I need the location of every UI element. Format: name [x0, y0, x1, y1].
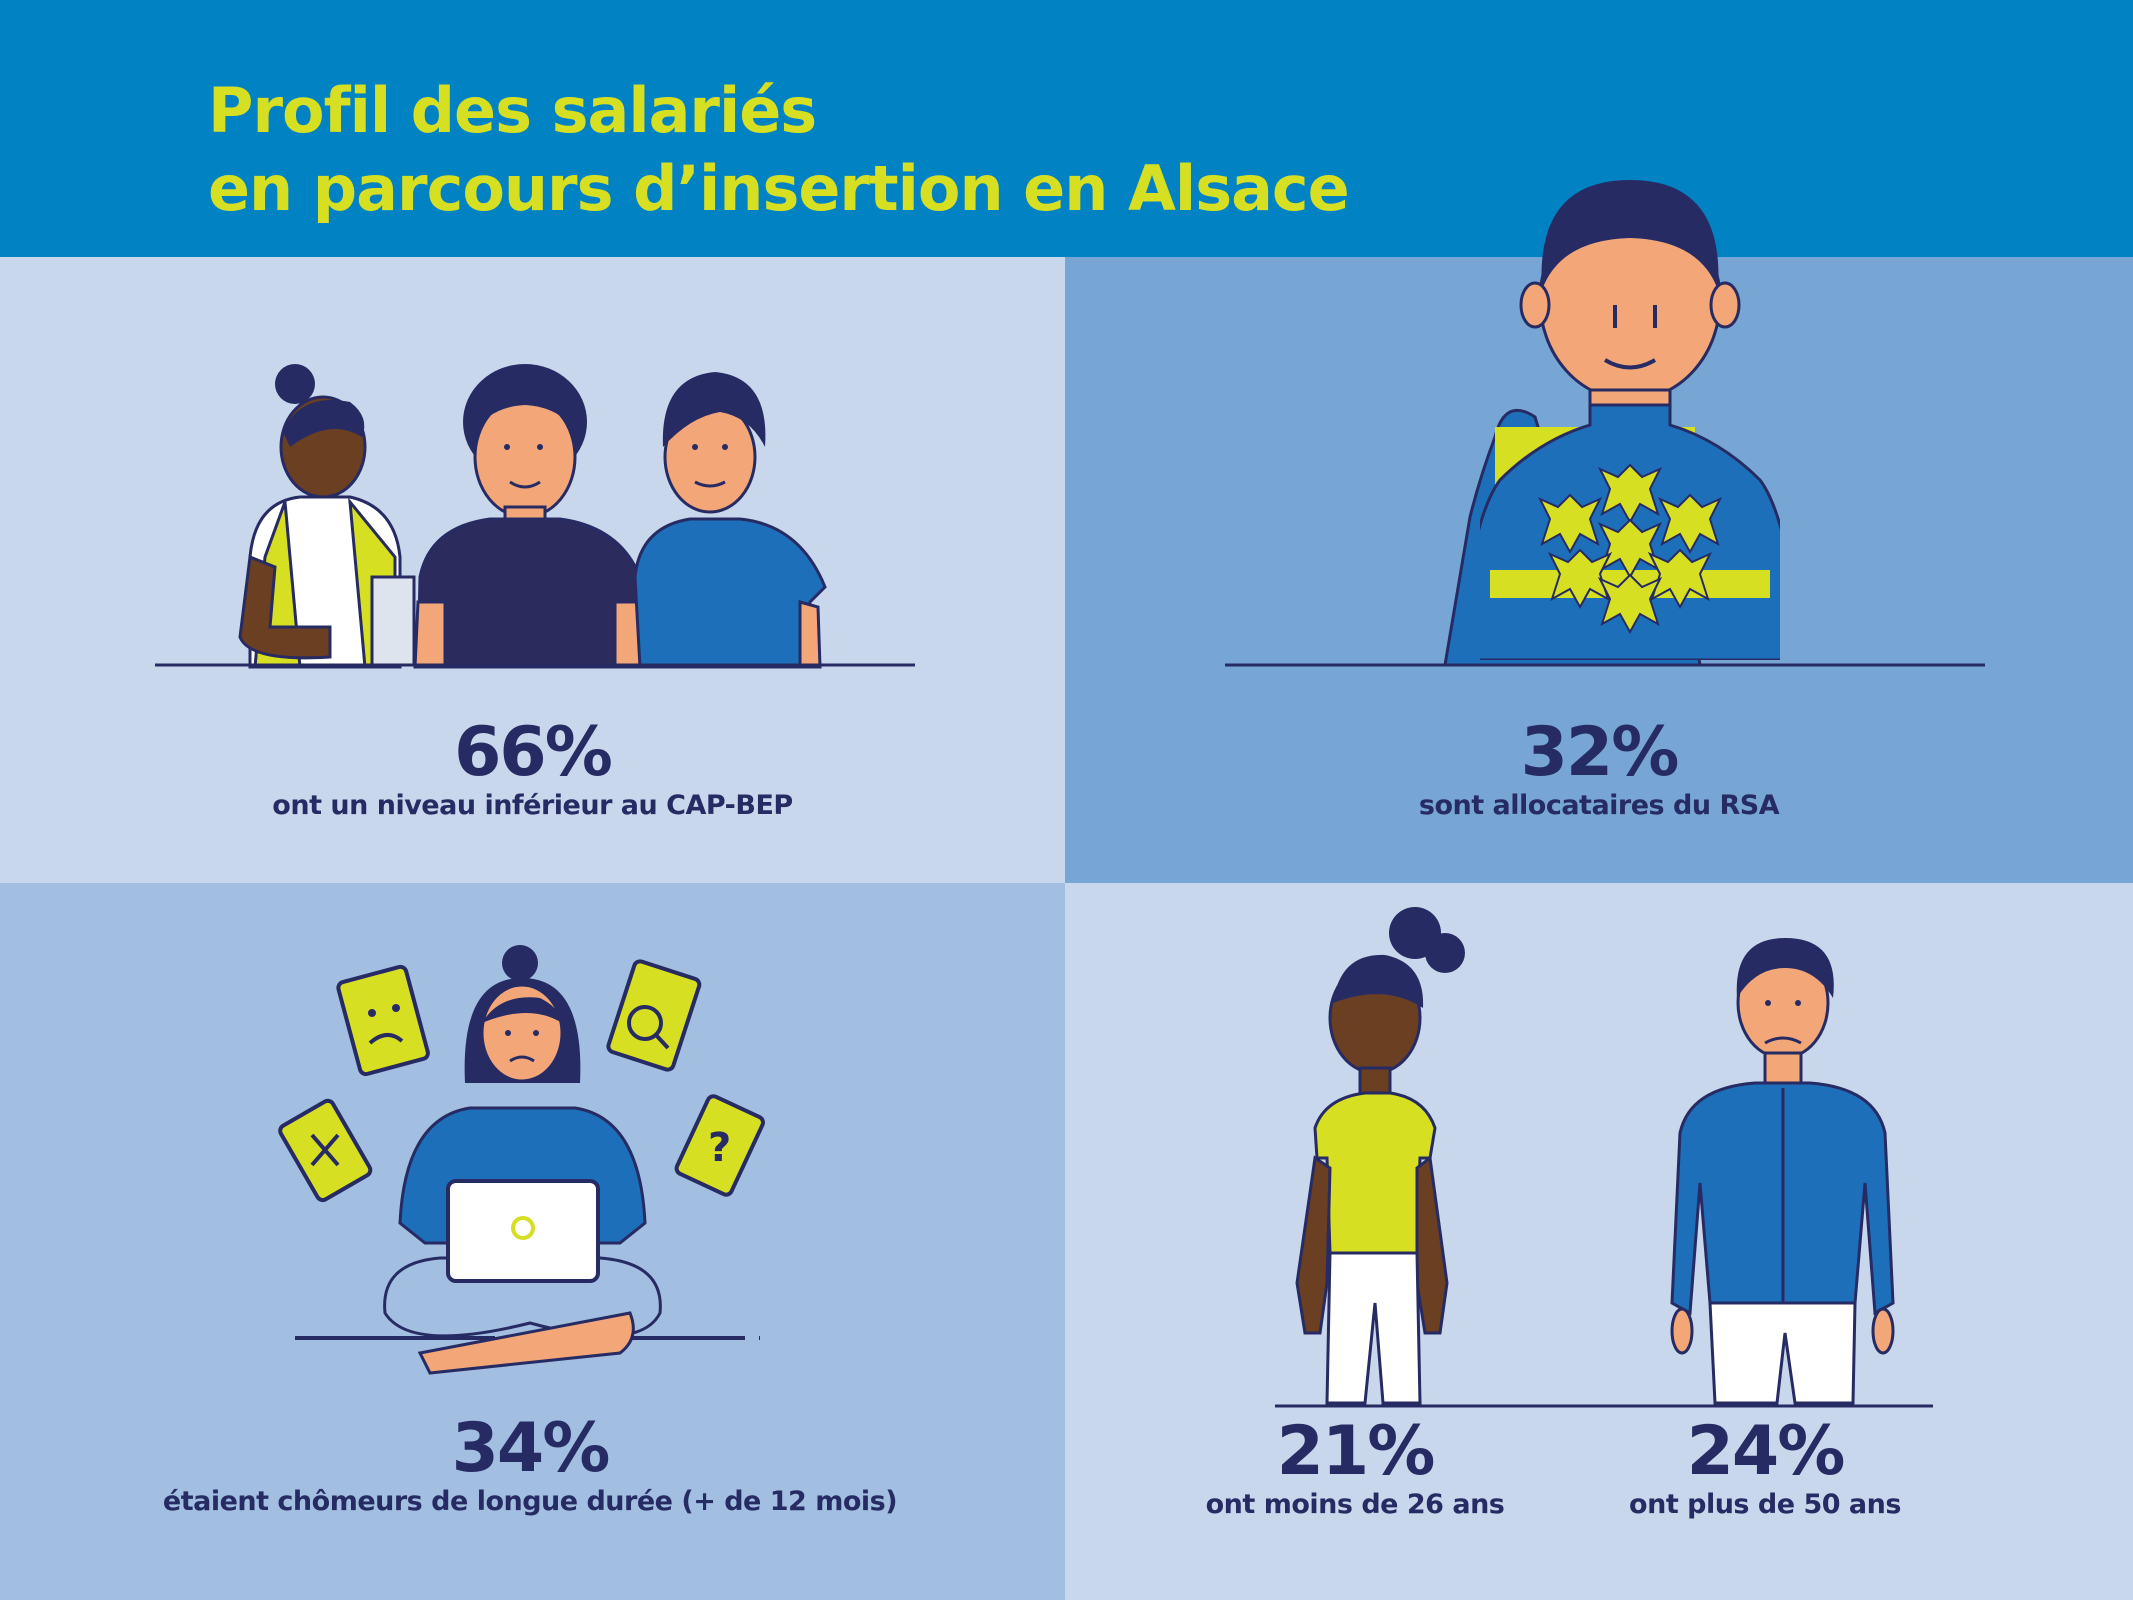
stat-value: 21%	[1276, 1412, 1436, 1491]
sad-face-document-icon	[336, 964, 430, 1077]
stat-value: 34%	[451, 1409, 611, 1488]
question-document-icon: ?	[674, 1094, 765, 1197]
stat-value: 24%	[1686, 1412, 1846, 1491]
title-line-1: Profil des salariés	[208, 74, 817, 147]
stat-value: 66%	[454, 713, 613, 792]
young-and-older-people-illustration	[1275, 907, 1933, 1408]
stat-rsa: 32% sont allocataires du RSA	[1065, 717, 2133, 823]
woman-with-vest-figure	[238, 364, 416, 669]
stat-label: ont un niveau inférieur au CAP-BEP	[272, 790, 793, 821]
woman-with-laptop-and-documents-illustration: ?	[278, 945, 765, 1375]
stat-value: 32%	[1520, 713, 1680, 792]
panel-ages: 21% ont moins de 26 ans 24% ont plus de …	[1065, 883, 2133, 1600]
stat-under26: 21% ont moins de 26 ans	[1185, 1416, 1525, 1522]
stat-label: sont allocataires du RSA	[1418, 790, 1780, 821]
x-document-icon	[278, 1098, 373, 1203]
search-document-icon	[606, 959, 702, 1072]
curly-haired-man-figure	[413, 364, 642, 669]
panel-education: 66% ont un niveau inférieur au CAP-BEP	[0, 257, 1065, 883]
three-people-illustration	[155, 364, 915, 669]
woman-with-laptop-figure	[383, 945, 662, 1375]
svg-text:?: ?	[708, 1125, 731, 1171]
stat-label: étaient chômeurs de longue durée (+ de 1…	[162, 1486, 898, 1517]
stat-label: ont plus de 50 ans	[1629, 1489, 1901, 1520]
stat-unemployed: 34% étaient chômeurs de longue durée (+ …	[120, 1413, 940, 1519]
stat-education: 66% ont un niveau inférieur au CAP-BEP	[120, 717, 945, 823]
stat-over50: 24% ont plus de 50 ans	[1595, 1416, 1935, 1522]
panel-unemployed: ? 34% étaient chômeurs de longue durée (…	[0, 883, 1065, 1600]
blue-shirt-man-figure	[633, 372, 827, 669]
page-title: Profil des salariés en parcours d’insert…	[208, 72, 1350, 228]
title-line-2: en parcours d’insertion en Alsace	[208, 152, 1350, 225]
header-banner: Profil des salariés en parcours d’insert…	[0, 0, 2133, 257]
older-man-illustration	[1670, 938, 1895, 1405]
stat-label: ont moins de 26 ans	[1205, 1489, 1505, 1520]
young-woman-illustration	[1295, 907, 1465, 1405]
rsa-person-figure	[1480, 180, 1780, 660]
